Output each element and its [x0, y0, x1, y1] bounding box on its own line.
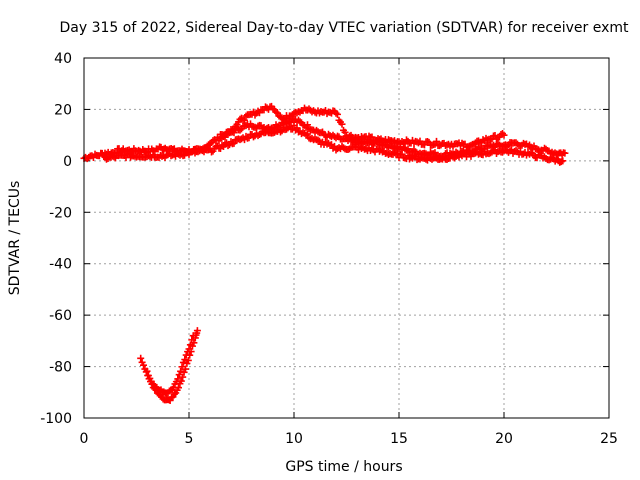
x-tick-label: 10 — [285, 431, 303, 447]
data-point-marker — [241, 116, 248, 124]
grid — [84, 58, 609, 418]
data-point-marker — [398, 150, 406, 158]
data-point-marker — [548, 154, 556, 162]
data-point-marker — [512, 147, 520, 155]
data-point-marker — [193, 327, 201, 335]
data-point-marker — [177, 367, 185, 375]
data-point-marker — [182, 351, 190, 359]
chart-title: Day 315 of 2022, Sidereal Day-to-day VTE… — [60, 20, 630, 36]
data-point-marker — [230, 139, 238, 147]
data-point-marker — [137, 354, 145, 362]
plot-frame — [83, 57, 610, 419]
data-point-marker — [180, 368, 188, 376]
y-tick-label: -100 — [40, 411, 72, 427]
data-point-marker — [188, 336, 196, 344]
ticks — [83, 57, 610, 419]
data-point-marker — [410, 152, 418, 160]
x-tick-label: 25 — [600, 431, 618, 447]
tick-labels: 0 5 10 15 20 25 -100 -80 -60 -40 -20 0 20 40 — [40, 51, 618, 447]
data-point-marker — [280, 116, 287, 124]
data-point-marker — [178, 363, 186, 371]
data-point-marker — [236, 126, 244, 134]
data-point-marker — [341, 128, 349, 136]
data-point-marker — [277, 128, 284, 136]
y-tick-label: -80 — [49, 360, 72, 376]
y-tick-label: 40 — [54, 51, 72, 67]
data-point-marker — [561, 149, 569, 157]
data-point-marker — [314, 136, 322, 144]
x-tick-label: 20 — [495, 431, 513, 447]
y-tick-label: 20 — [54, 102, 72, 118]
data-point-marker — [424, 137, 431, 145]
data-point-marker — [334, 110, 341, 118]
y-tick-label: -40 — [49, 257, 72, 273]
data-point-marker — [433, 137, 440, 145]
y-axis-label: SDTVAR / TECUs — [7, 181, 23, 296]
data-point-marker — [338, 120, 346, 128]
data-point-marker — [559, 157, 567, 165]
x-tick-label: 0 — [80, 431, 89, 447]
data-point-marker — [272, 108, 280, 116]
data-point-marker — [304, 121, 311, 129]
data-point-marker — [184, 356, 192, 364]
data-point-marker — [332, 109, 340, 117]
x-axis-label: GPS time / hours — [285, 459, 402, 475]
y-tick-label: 0 — [63, 154, 72, 170]
data-point-marker — [186, 341, 194, 349]
data-point-marker — [229, 126, 236, 134]
data-point-marker — [500, 131, 508, 139]
x-tick-label: 15 — [390, 431, 408, 447]
plot-points — [80, 102, 569, 404]
data-point-marker — [293, 124, 301, 132]
data-point-marker — [140, 361, 147, 369]
data-point-marker — [143, 367, 151, 375]
data-point-marker — [174, 375, 182, 383]
data-point-marker — [181, 355, 189, 363]
x-tick-label: 5 — [185, 431, 194, 447]
data-point-marker — [224, 142, 232, 150]
data-point-marker — [189, 332, 197, 340]
data-point-marker — [208, 148, 215, 156]
y-tick-label: -20 — [49, 205, 72, 221]
data-point-marker — [170, 390, 178, 398]
data-point-marker — [304, 130, 311, 138]
data-point-marker — [175, 371, 183, 379]
data-point-marker — [185, 345, 193, 353]
y-tick-label: -60 — [49, 308, 72, 324]
data-point-marker — [170, 383, 178, 391]
